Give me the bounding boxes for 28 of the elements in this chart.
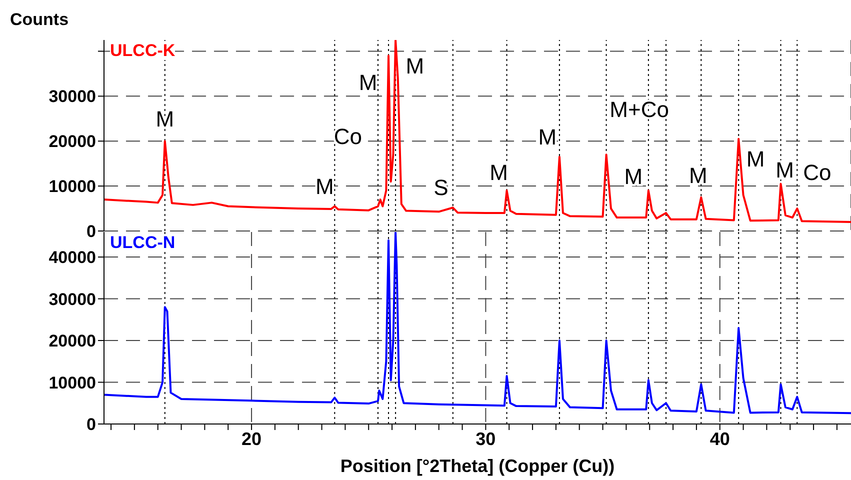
annotation: M+Co xyxy=(610,97,669,122)
y-tick-label: 10000 xyxy=(48,177,96,196)
x-tick-label: 20 xyxy=(242,428,262,449)
y-tick-label: 40000 xyxy=(48,248,96,268)
text: ULCC-N xyxy=(110,233,176,252)
text: ULCC-K xyxy=(110,41,176,60)
annotation: M xyxy=(315,174,334,199)
annotation: Co xyxy=(803,160,832,186)
annotation: M xyxy=(358,70,378,96)
y-tick-label: 30000 xyxy=(48,87,96,106)
annotation: M xyxy=(688,162,708,188)
y-tick-label: 20000 xyxy=(48,132,96,152)
annotation: M xyxy=(624,164,643,190)
y-tick-label: 30000 xyxy=(48,290,96,309)
x-axis-title: Position [°2Theta] (Copper (Cu)) xyxy=(339,456,616,477)
y-tick-label: 0 xyxy=(86,222,96,242)
line-series xyxy=(104,40,851,224)
y-tick-label: 10000 xyxy=(48,373,96,392)
y-tick-label: 20000 xyxy=(48,332,96,351)
annotation: M xyxy=(490,160,508,186)
annotation: M xyxy=(406,54,424,79)
x-tick-label: 40 xyxy=(710,428,730,449)
y-axis-title: Counts xyxy=(10,10,69,30)
annotation: M xyxy=(746,146,765,172)
y-tick-label: 0 xyxy=(86,415,96,434)
x-tick-label: 30 xyxy=(476,428,496,449)
annotation: M xyxy=(156,106,174,132)
annotation: M xyxy=(776,157,794,182)
